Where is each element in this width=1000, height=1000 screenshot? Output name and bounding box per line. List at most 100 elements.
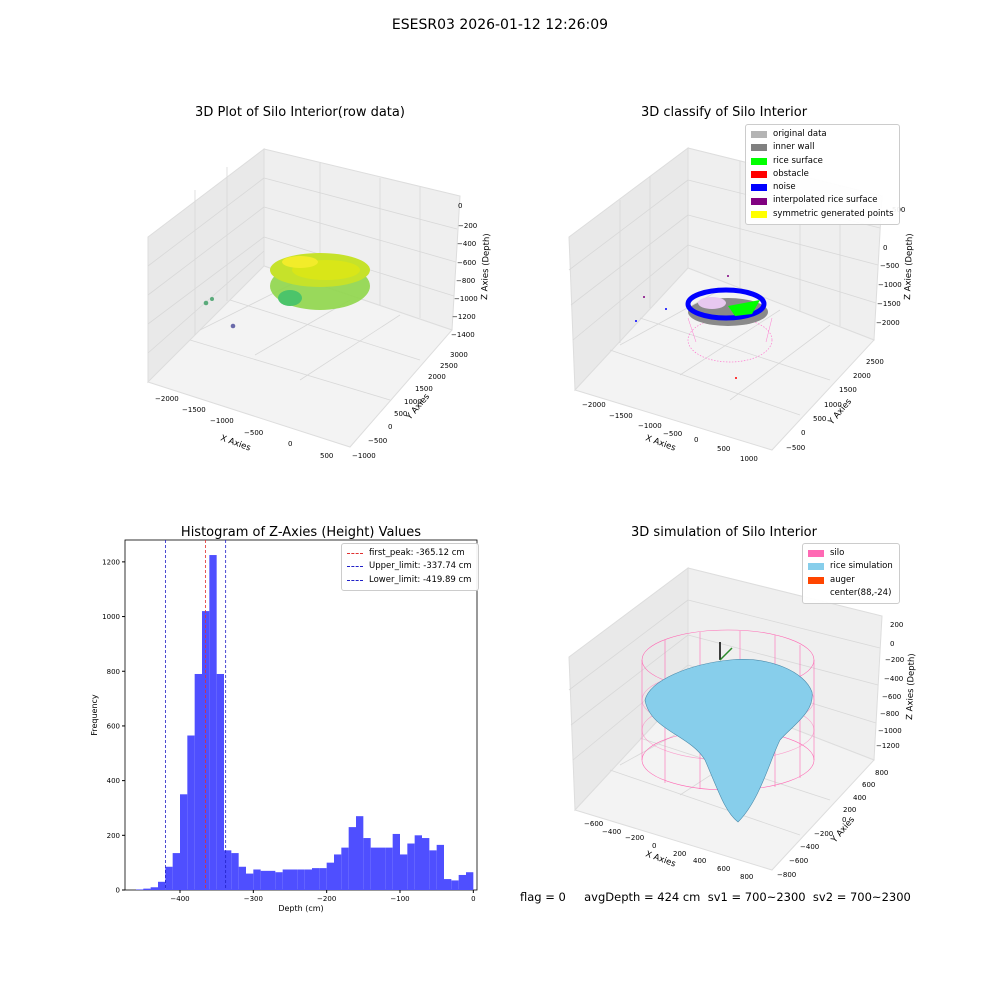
legend-swatch [751,184,767,192]
legend-label: first_peak: -365.12 cm [369,548,465,558]
simulation-legend: silo rice simulation auger center(88,-24… [802,543,900,605]
raw-x-tick: −2000 [155,395,179,403]
simulation-z-tick: −1200 [876,742,900,750]
legend-label: original data [773,129,827,139]
classify-legend: original data inner wall rice surface ob… [745,124,900,226]
noise-point [727,275,729,277]
classify-z-tick: 0 [883,244,887,252]
original-data-points [698,297,726,309]
simulation-x-tick: 400 [693,857,706,865]
legend-swatch [751,197,767,205]
raw-y-tick: 3000 [450,351,468,359]
legend-label: rice simulation [830,561,893,572]
classify-y-tick: 2500 [866,358,884,366]
histogram-bar [165,866,173,890]
histogram-bar [224,850,232,890]
histogram-y-ticks: 0 200 400 600 800 1000 1200 [102,558,125,895]
classify-y-tick: −500 [786,444,805,452]
raw-y-tick: 2000 [428,373,446,381]
classify-z-tick: −500 [880,262,899,270]
raw-z-tick: −1000 [454,295,478,303]
simulation-z-tick: −400 [884,675,903,683]
classify-z-tick: −2000 [876,319,900,327]
raw-z-tick: −200 [458,222,477,230]
histogram-y-axis-label: Frequency [90,694,99,736]
legend-item-original-data: original data [751,128,894,141]
legend-label: rice surface [773,155,823,166]
simulation-y-tick: 600 [862,781,875,789]
legend-item-noise: noise [751,181,894,194]
classify-x-tick: −1000 [638,422,662,430]
simulation-z-tick: −600 [882,693,901,701]
histogram-y-tick-label: 600 [107,722,120,730]
legend-item-auger: auger [808,574,894,587]
legend-swatch [751,131,767,139]
legend-item-rice-surface: rice surface [751,155,894,168]
classify-3d-points [635,275,773,379]
histogram-bar [172,853,180,890]
legend-line [347,579,363,581]
histogram-bar [304,869,312,890]
simulation-x-tick: −200 [625,834,644,842]
simulation-y-tick: −400 [800,843,819,851]
simulation-y-tick: 400 [853,794,866,802]
raw-outlier-point [203,300,209,306]
raw-x-tick: −1500 [182,406,206,414]
classify-x-tick: 500 [717,445,730,453]
raw-y-tick: 500 [394,410,407,418]
histogram-bar [209,555,217,890]
raw-3d-axis-ticks: −2000 −1500 −1000 −500 0 500 −1000 −500 … [155,202,478,460]
histogram-bar [194,673,202,890]
histogram-bar [356,816,364,890]
classify-x-tick: −1500 [609,412,633,420]
classify-3d-axis-ticks: −2000 −1500 −1000 −500 0 500 1000 −500 0… [582,206,905,463]
simulation-y-tick: −200 [814,830,833,838]
histogram-bar [429,850,437,890]
simulation-z-tick: −1000 [878,727,902,735]
histogram-x-ticks: −400 −300 −200 −100 0 [170,890,476,903]
raw-z-tick: −600 [457,259,476,267]
panel-histogram: Histogram of Z-Axies (Height) Values −40… [90,525,478,913]
histogram-x-tick-label: −200 [317,895,336,903]
raw-lower-cluster [278,290,302,306]
histogram-bar [451,880,459,890]
rice-simulation-surface [644,659,813,823]
legend-item-upper-limit: Upper_limit: -337.74 cm [347,560,473,573]
histogram-bar [312,868,320,890]
legend-label: center(88,-24) [830,587,892,598]
rice-surface-points [728,300,760,316]
histogram-y-tick-label: 1200 [102,558,120,566]
raw-z-tick: 0 [458,202,462,210]
legend-label: Lower_limit: -419.89 cm [369,574,472,585]
histogram-bar [400,854,408,890]
simulation-y-tick: 200 [843,806,856,814]
classify-x-tick: 1000 [740,455,758,463]
classify-x-tick: 0 [694,436,698,444]
legend-swatch [808,550,824,558]
legend-swatch [751,171,767,179]
legend-item-silo: silo [808,547,894,560]
histogram-bar [466,872,474,890]
interp-wireframe-side [765,317,773,343]
simulation-3d-axis-ticks: −600 −400 −200 0 200 400 600 800 −800 −6… [584,621,904,881]
legend-item-rice-simulation: rice simulation [808,560,894,573]
raw-y-tick: 0 [388,423,392,431]
legend-swatch [751,144,767,152]
legend-swatch [808,576,824,584]
raw-y-tick: −500 [368,437,387,445]
histogram-bar [458,874,466,890]
legend-label: noise [773,182,796,193]
raw-z-tick: −800 [456,277,475,285]
histogram-bar [370,847,378,890]
histogram-bar [136,889,144,890]
histogram-bar [158,881,166,890]
raw-y-tick: 1500 [415,385,433,393]
legend-item-symmetric: symmetric generated points [751,208,894,221]
raw-outlier-point [210,297,214,301]
legend-label: interpolated rice surface [773,195,878,206]
histogram-bar [392,833,400,890]
legend-label: symmetric generated points [773,208,894,219]
simulation-z-tick: 200 [890,621,903,629]
figure-title: ESESR03 2026-01-12 12:26:09 [391,17,609,33]
raw-x-tick: −500 [244,429,263,437]
